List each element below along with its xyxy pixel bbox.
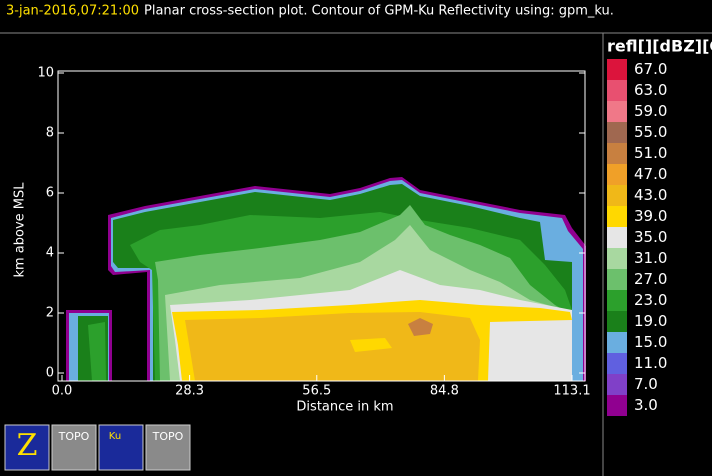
colorbar-label: 39.0	[634, 207, 667, 225]
colorbar-label: 23.0	[634, 291, 667, 309]
colorbar-label: 27.0	[634, 270, 667, 288]
colorbar-swatch	[607, 80, 627, 101]
tool-label: Ku	[109, 431, 121, 442]
y-tick-label: 0	[46, 366, 54, 381]
colorbar-swatch	[607, 353, 627, 374]
chart-title: Planar cross-section plot. Contour of GP…	[144, 4, 614, 19]
colorbar-swatch	[607, 164, 627, 185]
colorbar-label: 51.0	[634, 144, 667, 162]
colorbar-label: 7.0	[634, 375, 658, 393]
x-tick-label: 28.3	[175, 384, 204, 399]
contour	[350, 338, 392, 352]
tool-label: TOPO	[152, 430, 184, 443]
colorbar-swatch	[607, 332, 627, 353]
colorbar-label: 67.0	[634, 60, 667, 78]
plot-frame	[57, 70, 586, 382]
colorbar-swatch	[607, 206, 627, 227]
x-tick-label: 113.1	[553, 384, 590, 399]
x-tick-label: 56.5	[302, 384, 331, 399]
y-tick-label: 2	[46, 306, 54, 321]
colorbar-label: 19.0	[634, 312, 667, 330]
colorbar-swatch	[607, 395, 627, 416]
colorbar-label: 47.0	[634, 165, 667, 183]
colorbar-swatch	[607, 122, 627, 143]
tool-button[interactable]	[4, 424, 50, 471]
colorbar-swatch	[607, 143, 627, 164]
tool-label: TOPO	[58, 430, 90, 443]
contour	[185, 312, 480, 381]
tool-button[interactable]	[51, 424, 97, 471]
y-tick-label: 8	[46, 126, 54, 141]
colorbar-swatch	[607, 101, 627, 122]
x-tick-label: 84.8	[430, 384, 459, 399]
colorbar-label: 55.0	[634, 123, 667, 141]
colorbar-label: 35.0	[634, 228, 667, 246]
x-axis-label: Distance in km	[296, 400, 393, 415]
y-tick-label: 4	[46, 246, 54, 261]
colorbar-label: 63.0	[634, 81, 667, 99]
colorbar-label: 43.0	[634, 186, 667, 204]
colorbar-swatch	[607, 248, 627, 269]
colorbar-swatch	[607, 227, 627, 248]
colorbar-label: 11.0	[634, 354, 667, 372]
y-tick-label: 10	[37, 66, 54, 81]
colorbar-label: 31.0	[634, 249, 667, 267]
colorbar-swatch	[607, 269, 627, 290]
toolbar: Z TOPO Ku TOPO	[4, 424, 191, 471]
x-tick-label: 0.0	[52, 384, 73, 399]
tool-label: Z	[17, 428, 38, 463]
colorbar-swatch	[607, 290, 627, 311]
tool-button[interactable]	[98, 424, 144, 471]
colorbar-title: refl[][dBZ][G	[607, 37, 712, 56]
contour	[88, 322, 106, 381]
colorbar-swatch	[607, 374, 627, 395]
colorbar-swatch	[607, 185, 627, 206]
colorbar-label: 59.0	[634, 102, 667, 120]
y-tick-label: 6	[46, 186, 54, 201]
colorbar-swatch	[607, 59, 627, 80]
colorbar-swatch	[607, 311, 627, 332]
contour	[408, 318, 433, 336]
colorbar-label: 15.0	[634, 333, 667, 351]
timestamp: 3-jan-2016,07:21:00	[6, 4, 139, 19]
colorbar-label: 3.0	[634, 396, 658, 414]
tool-button[interactable]	[145, 424, 191, 471]
y-axis-label: km above MSL	[13, 182, 28, 278]
contours	[66, 177, 586, 381]
